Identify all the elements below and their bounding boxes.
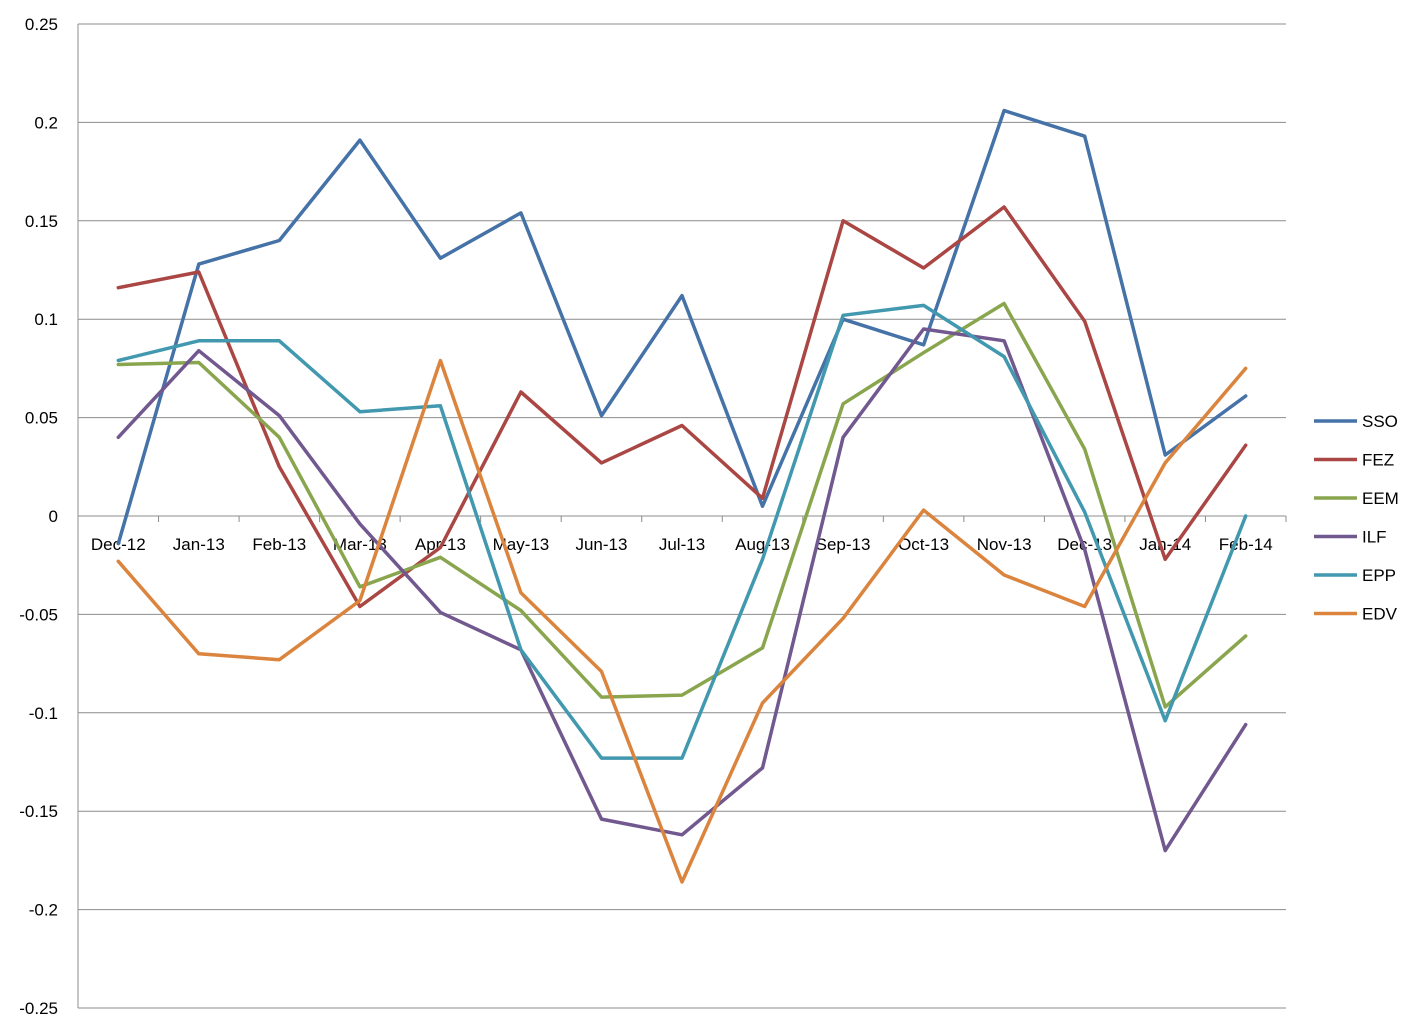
- x-tick-label: Jan-14: [1139, 535, 1191, 554]
- x-tick-label: Feb-13: [252, 535, 306, 554]
- legend-label-sso: SSO: [1362, 412, 1398, 431]
- legend-label-edv: EDV: [1362, 605, 1398, 624]
- x-tick-label: Jan-13: [173, 535, 225, 554]
- x-tick-label: Aug-13: [735, 535, 790, 554]
- x-tick-label: Nov-13: [977, 535, 1032, 554]
- x-axis: Dec-12 Jan-13 Feb-13 Mar-13 Apr-13 May-13 Jun-…: [77, 515, 1287, 554]
- legend-label-ilf: ILF: [1362, 528, 1387, 547]
- y-tick-label: -0.1: [29, 704, 58, 723]
- y-tick-label: 0.25: [25, 15, 58, 34]
- y-tick-label: 0.05: [25, 409, 58, 428]
- x-tick-label: Jun-13: [575, 535, 627, 554]
- y-tick-label: -0.05: [19, 605, 58, 624]
- x-tick-label: Oct-13: [898, 535, 949, 554]
- series-line-edv: [116, 358, 1248, 884]
- y-tick-label: -0.2: [29, 901, 58, 920]
- series-line-fez: [116, 205, 1248, 609]
- series-lines: [116, 108, 1248, 884]
- series-line-sso: [116, 108, 1248, 546]
- y-tick-label: 0.15: [25, 212, 58, 231]
- legend-label-eem: EEM: [1362, 489, 1399, 508]
- x-tick-label: Feb-14: [1219, 535, 1273, 554]
- legend: SSO FEZ EEM ILF EPP EDV: [1314, 412, 1399, 624]
- y-tick-label: -0.25: [19, 999, 58, 1018]
- series-line-eem: [116, 301, 1248, 709]
- series-line-epp: [116, 303, 1248, 760]
- y-tick-label: 0.1: [34, 310, 58, 329]
- y-tick-label: 0: [49, 507, 58, 526]
- x-tick-label: Jul-13: [659, 535, 705, 554]
- y-tick-label: -0.15: [19, 802, 58, 821]
- y-tick-label: 0.2: [34, 113, 58, 132]
- series-line-ilf: [116, 327, 1248, 853]
- legend-label-fez: FEZ: [1362, 451, 1394, 470]
- legend-label-epp: EPP: [1362, 566, 1396, 585]
- x-tick-label: Sep-13: [816, 535, 871, 554]
- y-axis: 0.25 0.2 0.15 0.1 0.05 0 -0.05 -0.1 -0.15 -0.2 -0.…: [19, 15, 79, 1018]
